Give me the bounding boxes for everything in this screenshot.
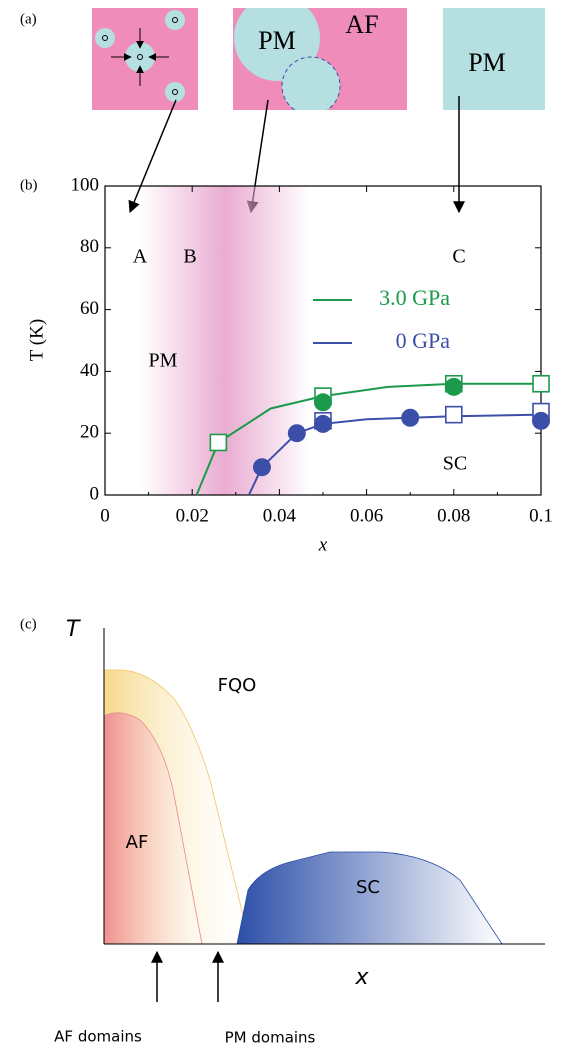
axis-label: T (66, 617, 81, 642)
filled-circle (532, 411, 550, 430)
filled-circle (444, 377, 463, 396)
y-tick-label: 20 (80, 422, 99, 443)
x-tick-label: 0.06 (350, 505, 383, 526)
open-square (532, 374, 550, 393)
y-tick-label: 60 (80, 298, 99, 319)
x-tick-label: 0.02 (176, 505, 209, 526)
sc-region (236, 851, 503, 945)
legend-label: 3.0 GPa (379, 285, 450, 310)
annotation: C (452, 246, 465, 268)
y-axis-label: T (K) (26, 319, 47, 361)
panel-b: (b) 0 0.02 0.04 0.06 0.08 0.1 0 20 40 60 80 100 x T (K… (20, 174, 553, 555)
annotation: A (133, 246, 148, 268)
open-square (444, 405, 463, 424)
region-label: FQO (218, 675, 257, 696)
x-axis-label: x (318, 534, 328, 555)
filled-circle (252, 458, 271, 477)
annotation: PM (149, 350, 178, 372)
y-tick-label: 0 (90, 483, 100, 504)
y-tick-label: 80 (80, 236, 99, 257)
arrow-label: AF domains (54, 1028, 142, 1046)
y-tick-label: 40 (80, 360, 99, 381)
region-label: PM (468, 48, 506, 77)
panel-a: (a) PM AF PM (20, 8, 545, 214)
filled-circle (314, 414, 332, 433)
panel-label: (c) (20, 616, 37, 632)
pm-square (443, 8, 545, 110)
x-tick-label: 0.1 (529, 505, 553, 526)
region-label: PM (258, 26, 296, 55)
region-label: AF (345, 10, 378, 39)
panel-c: (c) T FQO AF SC x AF domains PM domains (20, 616, 545, 1047)
region-label: SC (356, 877, 380, 898)
legend-label: 0 GPa (396, 328, 451, 353)
axis-label: x (354, 965, 369, 990)
filled-circle (401, 408, 420, 427)
x-tick-label: 0 (100, 505, 110, 526)
panel-label: (b) (20, 177, 38, 193)
annotation: B (183, 246, 196, 268)
y-tick-label: 100 (71, 174, 100, 195)
af-region (103, 712, 203, 945)
panel-label: (a) (20, 11, 37, 27)
filled-circle (287, 424, 306, 443)
open-square (209, 433, 228, 452)
x-tick-label: 0.04 (263, 505, 297, 526)
region-label: AF (126, 832, 149, 853)
filled-circle (314, 393, 332, 412)
x-tick-label: 0.08 (437, 505, 470, 526)
annotation: SC (443, 453, 467, 475)
arrow-label: PM domains (225, 1029, 316, 1047)
